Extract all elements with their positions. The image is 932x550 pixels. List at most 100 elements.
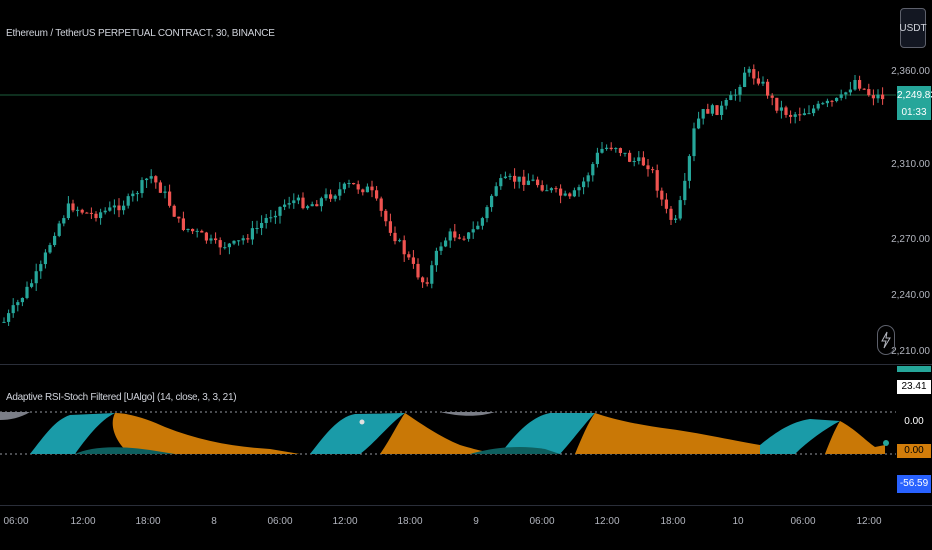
price-chart-pane[interactable] [0, 0, 896, 363]
candle [375, 185, 379, 201]
teal-shadow-1 [75, 447, 175, 454]
candle [485, 205, 489, 223]
candle [540, 180, 544, 192]
candle [582, 177, 586, 195]
candle [324, 188, 328, 201]
candle [752, 64, 756, 85]
candle [370, 180, 374, 198]
time-tick: 9 [473, 516, 479, 527]
candle [402, 235, 406, 262]
candle [195, 228, 199, 238]
candle [361, 188, 365, 196]
candle [246, 234, 250, 243]
candle [43, 249, 47, 269]
candle [664, 193, 668, 214]
candle [651, 166, 655, 174]
time-tick: 10 [732, 516, 744, 527]
candle [25, 281, 29, 300]
candle [356, 180, 360, 194]
candle [733, 88, 737, 101]
candle [554, 186, 558, 193]
countdown-label: 01:33 [897, 106, 931, 120]
candle [674, 214, 678, 223]
candle [835, 97, 839, 103]
candle [430, 260, 434, 289]
candle [605, 144, 609, 151]
candle [595, 147, 599, 168]
candle [204, 231, 208, 244]
candle [310, 201, 314, 207]
candle [715, 105, 719, 116]
candle [775, 97, 779, 114]
candle [283, 199, 287, 211]
candle [172, 204, 176, 218]
candle [586, 172, 590, 188]
candle [416, 258, 420, 280]
teal-wave-4 [760, 419, 840, 454]
candle [448, 228, 452, 248]
candle [687, 154, 691, 189]
candle [181, 211, 185, 232]
grey-top-2 [440, 412, 495, 416]
candle [71, 199, 75, 213]
indicator-plot [0, 411, 896, 455]
candle [858, 75, 862, 91]
indicator-title[interactable]: Adaptive RSI-Stoch Filtered [UAlgo] (14,… [6, 392, 237, 403]
candle [683, 173, 687, 206]
last-price-label: 2,249.83 [897, 86, 932, 106]
candle [821, 101, 825, 105]
candle [770, 93, 774, 106]
candle [177, 216, 181, 223]
candle [563, 190, 567, 197]
price-axis[interactable]: 2,360.00 2,310.00 2,270.00 2,240.00 2,21… [891, 0, 932, 505]
candle [503, 171, 507, 179]
candle [439, 242, 443, 256]
indicator-value-4: -56.59 [897, 475, 931, 493]
candle [600, 142, 604, 154]
time-tick: 12:00 [856, 516, 882, 527]
candle [756, 71, 760, 86]
indicator-value-1: 23.41 [897, 380, 931, 394]
candle [490, 194, 494, 212]
candle [798, 107, 802, 122]
indicator-pane[interactable] [0, 365, 896, 505]
lightning-icon[interactable] [877, 325, 895, 355]
time-tick: 18:00 [135, 516, 161, 527]
candle [568, 192, 572, 199]
candle [352, 182, 356, 185]
candle [7, 309, 11, 326]
candle [761, 76, 765, 86]
candle [62, 215, 66, 227]
orange-wave-1 [112, 413, 300, 454]
time-tick: 06:00 [790, 516, 816, 527]
candle [779, 100, 783, 119]
candle [729, 91, 733, 101]
time-tick: 06:00 [267, 516, 293, 527]
candle [30, 279, 34, 289]
candle [20, 297, 24, 307]
candle [112, 199, 116, 215]
candle [457, 234, 461, 240]
candle [784, 105, 788, 118]
pane-separator[interactable] [0, 364, 932, 365]
time-tick: 12:00 [594, 516, 620, 527]
candle [342, 182, 346, 194]
candle [421, 276, 425, 288]
time-tick: 06:00 [529, 516, 555, 527]
candle [522, 169, 526, 191]
candle [292, 193, 296, 209]
candle [628, 150, 632, 163]
candle [793, 111, 797, 124]
candle [618, 147, 622, 157]
candle [85, 211, 89, 214]
candle [738, 84, 742, 102]
candle [94, 211, 98, 222]
orange-wave-3 [575, 413, 760, 454]
candle [577, 184, 581, 197]
candle [218, 237, 222, 255]
candle [476, 221, 480, 230]
candle [549, 187, 553, 193]
candle [471, 221, 475, 239]
candle [131, 190, 135, 202]
currency-button[interactable]: USDT [899, 8, 927, 48]
